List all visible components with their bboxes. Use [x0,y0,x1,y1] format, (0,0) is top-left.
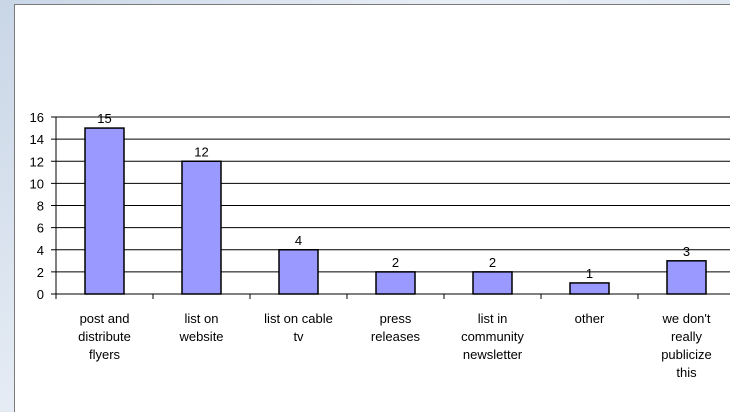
category-label: list in [478,311,508,326]
category-label: distribute [78,329,131,344]
bar [84,127,125,295]
data-label: 15 [97,111,111,126]
category-label: website [178,329,223,344]
category-label: press [380,311,412,326]
y-tick-label: 10 [30,176,44,191]
y-tick-label: 0 [37,287,44,302]
data-label: 2 [489,255,496,270]
category-label: this [676,365,697,380]
y-tick-label: 6 [37,221,44,236]
y-tick-label: 12 [30,154,44,169]
y-tick-label: 16 [30,110,44,125]
bar [278,249,319,295]
category-label: list on cable [264,311,333,326]
bar [666,260,707,295]
y-tick-label: 14 [30,132,44,147]
bar [472,271,513,295]
y-tick-label: 8 [37,199,44,214]
data-label: 3 [683,244,690,259]
category-label: newsletter [463,347,523,362]
category-label: flyers [89,347,121,362]
y-tick-label: 4 [37,243,44,258]
data-label: 4 [295,233,302,248]
chart-panel [14,4,730,412]
category-label: tv [293,329,304,344]
data-label: 2 [392,255,399,270]
category-label: really [671,329,703,344]
bar [181,160,222,295]
category-label: community [461,329,524,344]
bar [569,282,610,295]
category-label: list on [185,311,219,326]
bar [375,271,416,295]
y-tick-label: 2 [37,265,44,280]
category-label: we don't [661,311,710,326]
category-label: other [575,311,605,326]
category-label: post and [80,311,130,326]
category-label: releases [371,329,421,344]
data-label: 12 [194,144,208,159]
category-label: publicize [661,347,712,362]
data-label: 1 [586,266,593,281]
